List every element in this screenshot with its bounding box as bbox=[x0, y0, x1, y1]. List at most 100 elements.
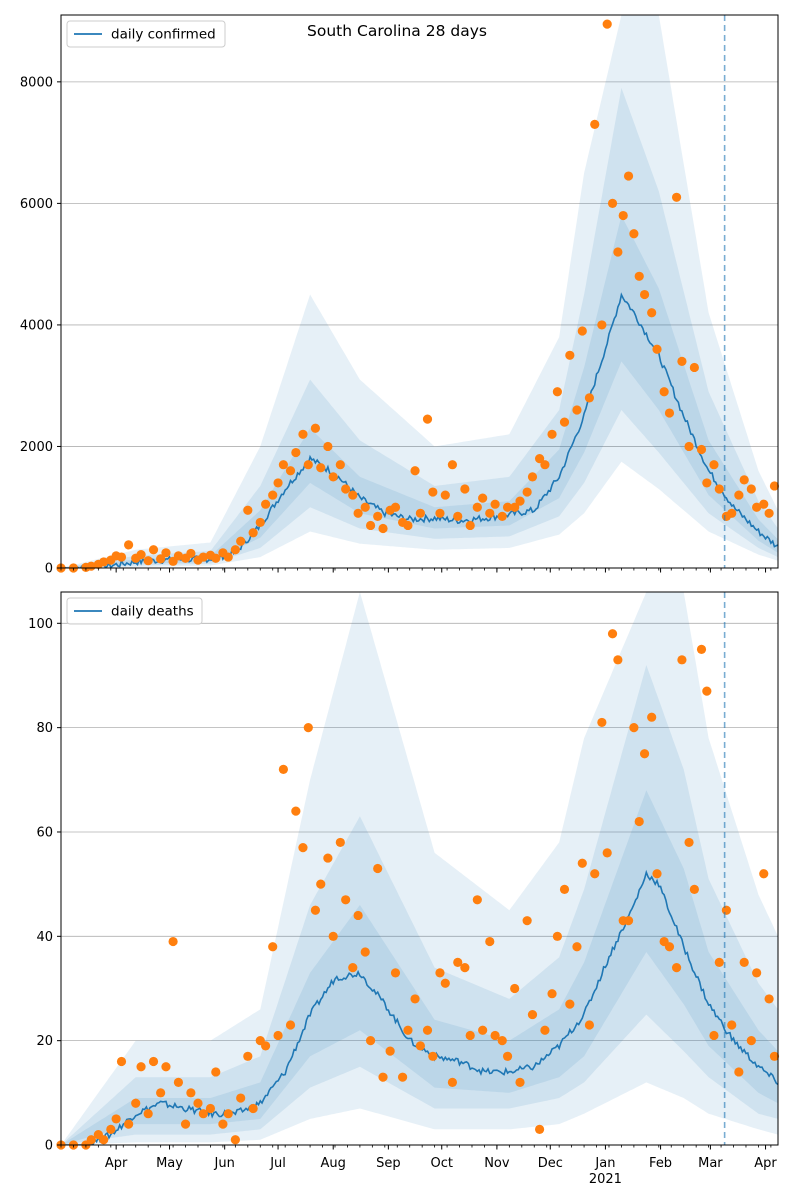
data-point bbox=[143, 1109, 153, 1119]
data-point bbox=[124, 540, 134, 550]
y-tick-label: 2000 bbox=[20, 440, 53, 455]
data-point bbox=[124, 1119, 134, 1129]
axes-frame bbox=[60, 591, 779, 1146]
data-point bbox=[99, 1135, 109, 1145]
data-point bbox=[143, 556, 153, 566]
data-point bbox=[403, 520, 413, 531]
data-point bbox=[664, 942, 675, 952]
data-point bbox=[515, 1077, 525, 1087]
data-point bbox=[629, 229, 639, 239]
data-point bbox=[173, 1077, 184, 1087]
data-point bbox=[478, 493, 488, 503]
y-tick-label: 0 bbox=[45, 562, 53, 577]
data-point bbox=[310, 905, 321, 915]
data-point bbox=[211, 553, 221, 563]
data-point bbox=[527, 1009, 538, 1020]
y-tick-label: 8000 bbox=[20, 75, 53, 90]
x-tick-label: Apr bbox=[754, 1156, 777, 1171]
data-point bbox=[602, 19, 612, 29]
data-point bbox=[709, 1030, 719, 1041]
data-point bbox=[453, 957, 463, 968]
data-point bbox=[769, 481, 780, 491]
data-point bbox=[671, 192, 682, 202]
data-point bbox=[764, 508, 774, 518]
y-tick-label: 100 bbox=[28, 617, 53, 632]
data-point bbox=[218, 1119, 228, 1129]
data-point bbox=[552, 931, 562, 941]
data-point bbox=[291, 806, 301, 816]
data-point bbox=[335, 460, 345, 470]
data-point bbox=[702, 478, 712, 488]
data-point bbox=[291, 447, 301, 458]
data-point bbox=[303, 460, 313, 470]
data-point bbox=[243, 505, 253, 515]
data-point bbox=[584, 1020, 595, 1030]
data-point bbox=[428, 1051, 438, 1061]
data-point bbox=[460, 963, 470, 973]
data-point bbox=[547, 989, 557, 999]
data-point bbox=[465, 1030, 475, 1041]
data-point bbox=[373, 863, 383, 874]
data-point bbox=[590, 119, 600, 129]
data-point bbox=[148, 545, 159, 555]
data-point bbox=[422, 1025, 433, 1035]
data-point bbox=[677, 655, 687, 665]
x-tick-label: Jul bbox=[269, 1156, 286, 1171]
data-point bbox=[502, 502, 513, 512]
data-point bbox=[316, 879, 326, 889]
data-point bbox=[268, 942, 278, 952]
data-point bbox=[328, 472, 338, 482]
data-point bbox=[696, 444, 707, 455]
data-point bbox=[485, 936, 495, 947]
data-point bbox=[360, 502, 370, 512]
data-point bbox=[613, 655, 623, 665]
x-year-label: 2021 bbox=[589, 1172, 622, 1187]
data-point bbox=[702, 686, 712, 696]
data-point bbox=[639, 289, 650, 300]
data-point bbox=[435, 508, 445, 518]
data-point bbox=[348, 490, 358, 500]
data-point bbox=[316, 463, 326, 473]
uncertainty-band bbox=[61, 87, 778, 568]
data-point bbox=[136, 550, 146, 560]
data-point bbox=[193, 1098, 203, 1108]
x-tick-label: Jan bbox=[594, 1156, 615, 1171]
data-point bbox=[415, 1041, 425, 1051]
data-point bbox=[671, 963, 682, 973]
data-point bbox=[285, 1020, 296, 1030]
data-point bbox=[721, 905, 732, 915]
data-point bbox=[428, 487, 438, 497]
data-point bbox=[689, 884, 699, 894]
data-point bbox=[584, 393, 595, 403]
data-point bbox=[390, 968, 401, 978]
x-tick-label: May bbox=[156, 1156, 183, 1171]
uncertainty-band bbox=[61, 790, 778, 1145]
data-point bbox=[577, 858, 587, 868]
y-tick-label: 60 bbox=[36, 825, 53, 840]
data-point bbox=[565, 999, 575, 1009]
data-point bbox=[435, 968, 445, 978]
data-point bbox=[490, 499, 500, 509]
legend-box bbox=[66, 597, 203, 625]
data-point bbox=[447, 460, 458, 470]
data-point bbox=[746, 1036, 756, 1046]
data-point bbox=[161, 1062, 171, 1072]
data-point bbox=[618, 210, 628, 221]
data-point bbox=[255, 517, 265, 528]
y-tick-label: 4000 bbox=[20, 318, 53, 333]
data-point bbox=[99, 557, 109, 567]
data-point bbox=[273, 1030, 283, 1041]
data-point bbox=[111, 1114, 121, 1124]
data-point bbox=[341, 484, 351, 494]
data-point bbox=[211, 1067, 221, 1077]
data-point bbox=[415, 508, 425, 518]
x-tick-label: Apr bbox=[105, 1156, 128, 1171]
data-point bbox=[597, 320, 607, 330]
data-point bbox=[607, 629, 618, 639]
data-point bbox=[410, 994, 420, 1004]
data-point bbox=[365, 520, 376, 531]
data-point bbox=[559, 884, 570, 894]
data-point bbox=[572, 405, 582, 415]
x-tick-label: Dec bbox=[538, 1156, 563, 1171]
